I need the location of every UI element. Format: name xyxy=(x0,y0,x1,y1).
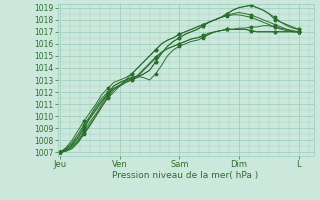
X-axis label: Pression niveau de la mer( hPa ): Pression niveau de la mer( hPa ) xyxy=(112,171,259,180)
